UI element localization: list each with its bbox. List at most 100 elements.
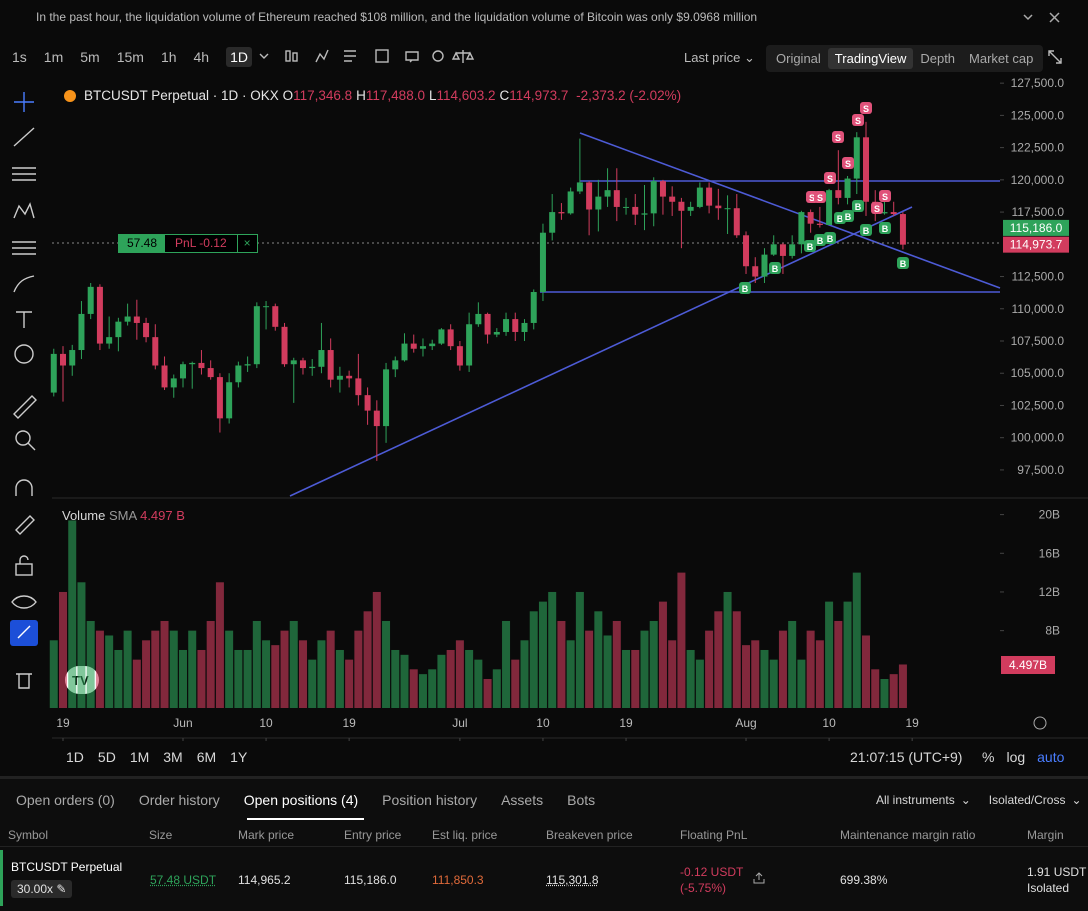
candle-body <box>752 266 759 277</box>
trade-marker-label: B <box>807 242 814 252</box>
tab[interactable]: Order history <box>138 792 220 808</box>
ohlc-label: C <box>499 88 510 103</box>
tab-underline <box>247 818 364 820</box>
filter[interactable]: Isolated/Cross <box>988 793 1066 807</box>
volume-bar <box>797 659 806 708</box>
volume-bar <box>862 635 871 708</box>
volume-bar <box>114 649 123 708</box>
interval-button[interactable]: 4h <box>193 49 210 65</box>
trade-marker <box>814 234 826 246</box>
candle-body <box>779 244 786 256</box>
candle-body <box>299 360 306 369</box>
range-button[interactable]: 6M <box>196 749 217 765</box>
interval-button[interactable]: 5m <box>80 49 100 65</box>
volume-bar <box>760 649 769 708</box>
candle-body <box>447 329 454 347</box>
candle-body <box>789 244 796 256</box>
symbol-cell[interactable]: BTCUSDT Perpetual <box>11 860 123 874</box>
column-header: Margin <box>1027 828 1064 842</box>
filter[interactable]: All instruments <box>876 793 955 807</box>
volume-bars <box>49 520 907 708</box>
scale-option[interactable]: auto <box>1037 749 1065 765</box>
y-tick-label: 110,000.0 <box>1012 302 1065 316</box>
candle-body <box>272 306 279 327</box>
trade-marker-label: S <box>835 133 841 143</box>
volume-bar <box>234 649 243 708</box>
tab[interactable]: Position history <box>382 792 478 808</box>
volume-bar <box>391 649 400 708</box>
volume-bar <box>871 669 880 708</box>
candle-body <box>438 329 445 344</box>
position-close[interactable]: × <box>236 235 257 252</box>
view-button[interactable]: Original <box>776 51 821 66</box>
candle-body <box>87 286 94 314</box>
x-tick-label: Jul <box>452 716 467 730</box>
view-button[interactable]: TradingView <box>827 48 914 69</box>
interval-button[interactable]: 1D <box>226 47 252 67</box>
candle-body <box>835 190 842 198</box>
volume-bar <box>243 649 252 708</box>
view-button[interactable]: Market cap <box>969 51 1034 66</box>
drawing-toolbar[interactable] <box>8 84 40 694</box>
candle-body <box>419 346 426 349</box>
position-label[interactable]: 57.48 PnL -0.12 × <box>118 234 258 253</box>
interval-button[interactable]: 1m <box>43 49 64 65</box>
volume-tag-label: 4.497B <box>1009 658 1047 672</box>
trade-marker <box>842 210 854 222</box>
volume-bar <box>68 520 77 708</box>
tab[interactable]: Bots <box>567 792 596 808</box>
y-tick-label: 100,000.0 <box>1011 431 1065 445</box>
tab[interactable]: Open positions (4) <box>243 792 359 808</box>
interval-bar: 1s 1m 5m 15m 1h 4h 1D <box>12 47 269 67</box>
interval-button[interactable]: 15m <box>116 49 144 65</box>
position-size: 57.48 <box>119 235 166 252</box>
candle-body <box>355 378 362 396</box>
tab[interactable]: Open orders (0) <box>16 792 115 808</box>
leverage[interactable]: 30.00x ✎ <box>11 880 73 898</box>
tab[interactable]: Assets <box>501 792 544 808</box>
interval-button[interactable]: 1s <box>12 49 27 65</box>
range-button[interactable]: 1M <box>129 749 150 765</box>
row-accent <box>0 850 3 906</box>
volume-bar <box>788 620 797 708</box>
candle-body <box>226 382 233 419</box>
scale-option[interactable]: % <box>982 749 995 765</box>
candle-body <box>115 321 122 338</box>
settings-icon[interactable] <box>1033 716 1047 730</box>
volume-bar <box>483 678 492 708</box>
candle-body <box>475 313 482 325</box>
range-button[interactable]: 1Y <box>230 749 248 765</box>
price-mode[interactable]: Last price ⌄ <box>684 50 755 65</box>
volume-bar <box>898 664 907 708</box>
breakeven-cell: 115,301.8 <box>546 873 599 887</box>
scale-option[interactable]: log <box>1006 749 1026 765</box>
candle-body <box>124 316 131 322</box>
trend-lines <box>289 132 1001 497</box>
range-button[interactable]: 5D <box>97 749 116 765</box>
volume-bar <box>428 669 437 708</box>
interval-button[interactable]: 1h <box>160 49 177 65</box>
candle-body <box>235 365 242 383</box>
volume-bar <box>160 620 169 708</box>
x-tick-label: 10 <box>822 716 836 730</box>
fullscreen[interactable] <box>1046 48 1064 66</box>
range-button[interactable]: 3M <box>163 749 183 765</box>
volume-bar <box>732 611 741 708</box>
range-button[interactable]: 1D <box>66 749 84 765</box>
volume-tick-label: 8B <box>1045 624 1060 638</box>
candle-body <box>613 190 620 207</box>
filter-caret: ⌄ <box>960 793 971 807</box>
tool-icons[interactable] <box>258 47 488 67</box>
candle-body <box>604 190 611 197</box>
volume-bar <box>409 669 418 708</box>
share-icon[interactable] <box>752 871 766 885</box>
candle-body <box>69 350 76 366</box>
volume-bar <box>538 601 547 708</box>
volume-bar <box>889 674 898 708</box>
candle-body <box>724 208 731 210</box>
banner-controls[interactable] <box>1020 10 1070 26</box>
y-tick-label: 105,000.0 <box>1011 366 1065 380</box>
trade-marker <box>879 222 891 234</box>
view-button[interactable]: Depth <box>920 51 956 66</box>
volume-bar <box>225 630 234 708</box>
